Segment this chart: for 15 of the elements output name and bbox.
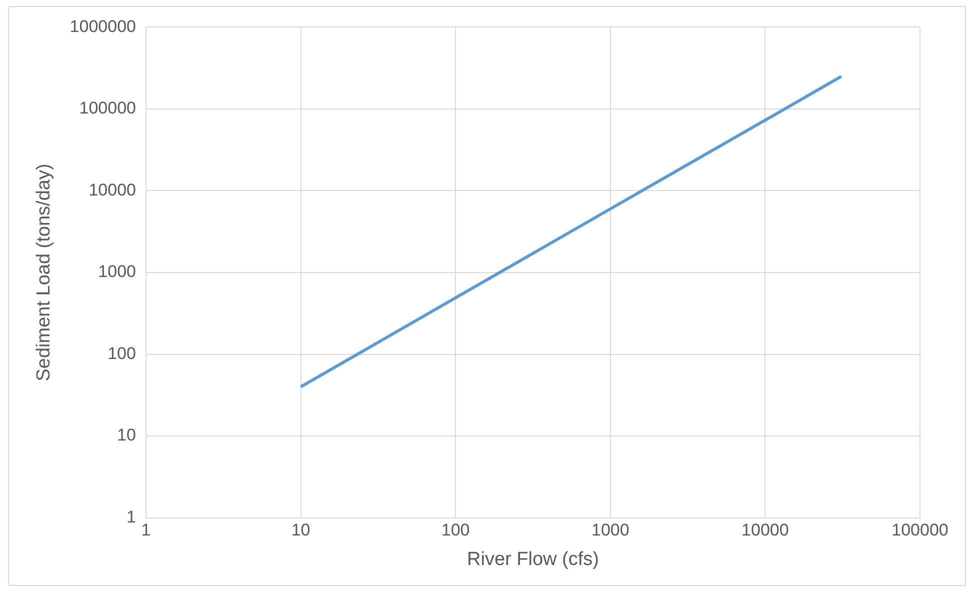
y-tick-label: 1000000 — [70, 16, 136, 36]
y-tick-label: 100 — [108, 344, 136, 363]
y-tick-label: 1 — [126, 507, 136, 526]
x-axis-title: River Flow (cfs) — [467, 548, 599, 570]
y-tick-label: 100000 — [79, 98, 136, 118]
y-tick-label: 1000 — [98, 262, 136, 282]
x-tick-label: 100 — [441, 520, 470, 540]
x-tick-label: 1 — [141, 520, 151, 540]
x-tick-label: 100000 — [892, 520, 948, 540]
x-tick-label: 10 — [291, 520, 310, 540]
x-tick-label: 10000 — [742, 520, 789, 540]
y-tick-label: 10 — [117, 426, 136, 445]
y-axis-title: Sediment Load (tons/day) — [34, 164, 55, 382]
y-tick-label: 10000 — [88, 180, 136, 200]
x-tick-label: 1000 — [591, 520, 630, 540]
